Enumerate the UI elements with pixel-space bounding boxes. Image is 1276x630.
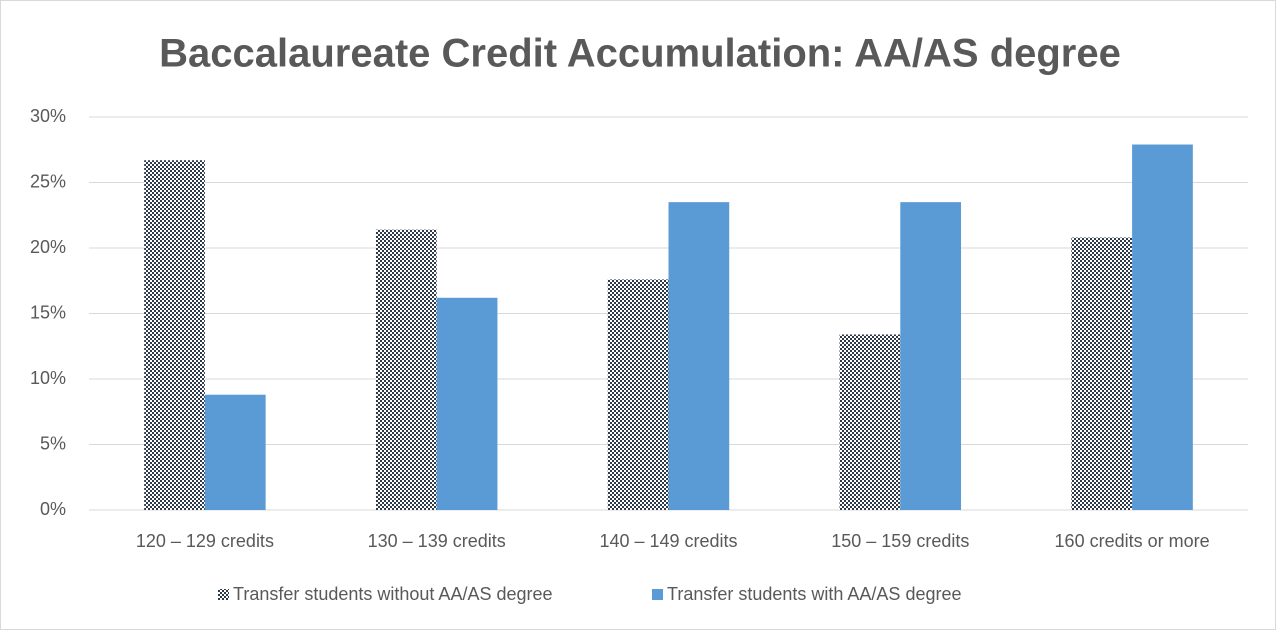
- x-tick-label: 160 credits or more: [1055, 531, 1210, 551]
- bar: [375, 229, 437, 510]
- y-tick-label: 5%: [40, 433, 66, 453]
- bar: [607, 279, 669, 510]
- bar: [1132, 144, 1193, 510]
- bar: [900, 202, 962, 510]
- y-tick-label: 20%: [30, 237, 66, 257]
- y-tick-label: 0%: [40, 499, 66, 519]
- y-tick-label: 25%: [30, 171, 66, 191]
- x-tick-label: 150 – 159 credits: [831, 531, 969, 551]
- x-tick-label: 120 – 129 credits: [136, 531, 274, 551]
- chart-title: Baccalaureate Credit Accumulation: AA/AS…: [159, 32, 1121, 76]
- x-tick-label: 140 – 149 credits: [599, 531, 737, 551]
- bar: [204, 394, 266, 510]
- bar: [1071, 237, 1133, 510]
- legend-marker: [218, 589, 229, 600]
- bar: [144, 160, 205, 511]
- y-tick-label: 30%: [30, 106, 66, 126]
- y-tick-label: 15%: [30, 302, 66, 322]
- legend-label: Transfer students with AA/AS degree: [667, 584, 962, 604]
- legend-label: Transfer students without AA/AS degree: [233, 584, 553, 604]
- bar: [668, 202, 730, 510]
- x-tick-label: 130 – 139 credits: [368, 531, 506, 551]
- y-tick-label: 10%: [30, 368, 66, 388]
- legend-marker: [652, 589, 663, 600]
- bar: [839, 334, 901, 510]
- bar: [436, 297, 498, 510]
